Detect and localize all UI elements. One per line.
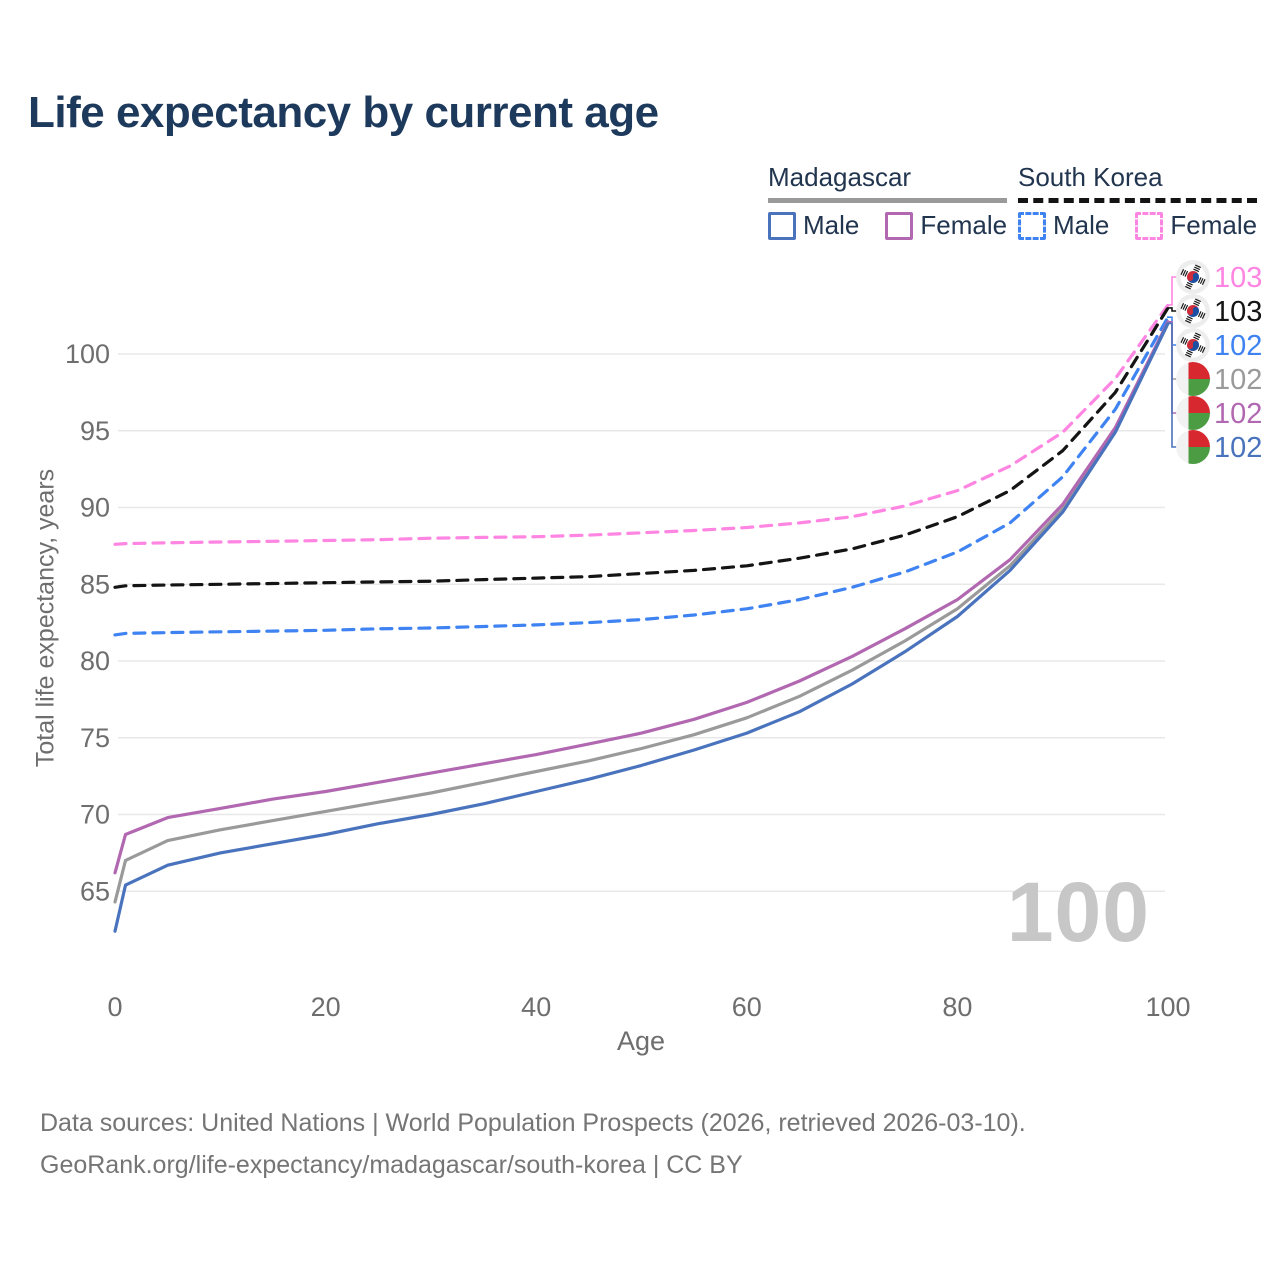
legend-item-south-korea-male[interactable]: Male (1018, 210, 1109, 241)
end-label-connector (1167, 307, 1177, 312)
y-axis-title: Total life expectancy, years (31, 468, 60, 768)
x-tick-label: 20 (311, 992, 341, 1022)
legend-label: Male (1053, 210, 1110, 240)
series-line-madagascar-both-sexes (113, 321, 1170, 904)
y-tick-label: 100 (65, 339, 110, 369)
series-line-madagascar-male (113, 321, 1170, 933)
madagascar-solid-line-swatch (768, 198, 1008, 203)
legend-group-south-korea: South Korea Male Female (1018, 162, 1258, 241)
series-line-south-korea-male (113, 315, 1170, 637)
end-value-label: 103 (1214, 296, 1262, 328)
series-line-south-korea-both-sexes (113, 306, 1170, 589)
madagascar-flag-icon (1176, 396, 1210, 430)
current-age-watermark: 100 (1006, 865, 1150, 959)
x-tick-label: 0 (107, 992, 122, 1022)
legend-label: Female (920, 210, 1008, 240)
madagascar-flag-icon (1176, 362, 1210, 396)
end-label-connector (1167, 322, 1177, 448)
y-tick-label: 85 (80, 569, 110, 599)
y-tick-label: 80 (80, 646, 110, 676)
south-korea-male-swatch-icon (1018, 211, 1046, 240)
y-tick-label: 95 (80, 416, 110, 446)
legend-item-madagascar-female[interactable]: Female (885, 210, 1007, 241)
legend-item-madagascar-male[interactable]: Male (768, 210, 859, 241)
legend-item-south-korea-female[interactable]: Female (1135, 210, 1257, 241)
madagascar-flag-icon (1176, 430, 1210, 464)
south-korea-flag-icon (1176, 328, 1210, 362)
legend-group-madagascar: Madagascar Male Female (768, 162, 1008, 241)
series-line-south-korea-female (113, 303, 1170, 546)
y-tick-label: 65 (80, 876, 110, 906)
end-value-label: 102 (1214, 432, 1262, 464)
y-tick-label: 75 (80, 723, 110, 753)
end-value-label: 102 (1214, 398, 1262, 430)
x-tick-label: 60 (732, 992, 762, 1022)
footer-data-sources: Data sources: United Nations | World Pop… (40, 1109, 1026, 1137)
end-value-label: 103 (1214, 262, 1262, 294)
madagascar-female-swatch-icon (885, 211, 914, 240)
south-korea-flag-icon (1176, 294, 1210, 328)
legend-country-madagascar: Madagascar (768, 162, 912, 192)
south-korea-dashed-line-swatch (1018, 198, 1258, 203)
end-label-connector (1167, 276, 1177, 306)
madagascar-male-swatch-icon (768, 211, 796, 240)
y-tick-label: 90 (80, 493, 110, 523)
end-value-label: 102 (1214, 364, 1262, 396)
y-tick-label: 70 (80, 800, 110, 830)
footer: Data sources: United Nations | World Pop… (40, 1102, 1026, 1186)
x-tick-label: 40 (521, 992, 551, 1022)
south-korea-female-swatch-icon (1135, 211, 1164, 240)
legend-label: Male (803, 210, 860, 240)
legend-label: Female (1170, 210, 1258, 240)
x-tick-label: 80 (942, 992, 972, 1022)
page-title: Life expectancy by current age (28, 88, 659, 137)
legend-country-south-korea: South Korea (1018, 162, 1163, 192)
x-tick-label: 100 (1145, 992, 1190, 1022)
end-value-label: 102 (1214, 330, 1262, 362)
series-line-madagascar-female (113, 320, 1170, 875)
footer-attribution: GeoRank.org/life-expectancy/madagascar/s… (40, 1151, 743, 1179)
x-axis-title: Age (616, 1026, 666, 1056)
south-korea-flag-icon (1176, 260, 1210, 294)
